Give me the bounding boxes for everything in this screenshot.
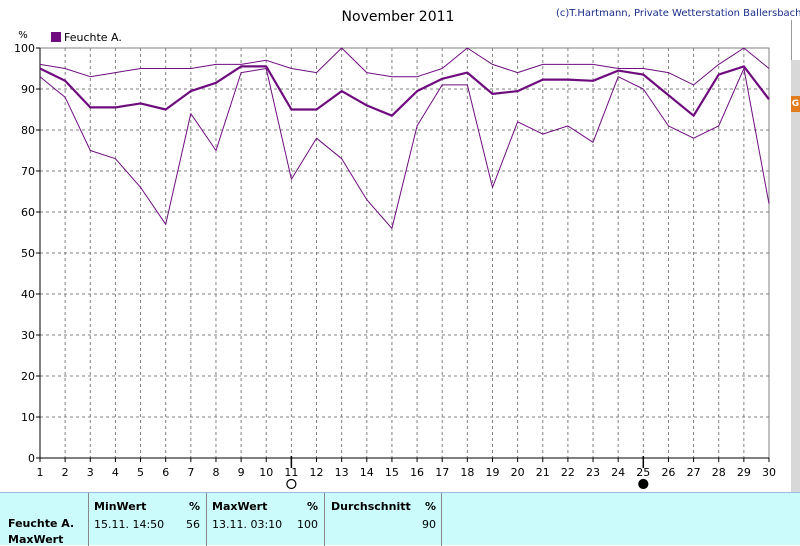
x-tick-label: 3 (87, 466, 94, 479)
y-tick-label: 0 (28, 452, 35, 465)
x-tick-label: 27 (687, 466, 701, 479)
x-tick-label: 1 (37, 466, 44, 479)
legend-swatch (51, 32, 61, 42)
y-tick-label: 90 (21, 83, 35, 96)
x-tick-label: 8 (212, 466, 219, 479)
x-tick-label: 24 (611, 466, 625, 479)
x-tick-label: 12 (310, 466, 324, 479)
x-tick-label: 18 (460, 466, 474, 479)
min-unit: % (189, 500, 201, 513)
y-tick-label: 40 (21, 288, 35, 301)
separator (88, 493, 89, 546)
humidity-chart: November 2011 (c)T.Hartmann, Private Wet… (14, 8, 800, 490)
max-value: 100 (297, 518, 318, 531)
max-header: MaxWert (212, 500, 268, 513)
full-moon-icon (286, 478, 297, 490)
x-tick-label: 2 (62, 466, 69, 479)
y-tick-label: 70 (21, 165, 35, 178)
series-line-max (39, 47, 770, 86)
x-tick-label: 13 (335, 466, 349, 479)
avg-value: 90 (422, 518, 436, 531)
avg-header: Durchschnitt (331, 500, 411, 513)
x-tick-label: 14 (360, 466, 374, 479)
y-tick-label: 60 (21, 206, 35, 219)
x-tick-label: 17 (435, 466, 449, 479)
moon-phases (286, 456, 649, 490)
grid-lines (40, 48, 769, 458)
x-tick-label: 5 (137, 466, 144, 479)
x-tick-label: 7 (187, 466, 194, 479)
y-tick-label: 80 (21, 124, 35, 137)
x-tick-label: 28 (712, 466, 726, 479)
separator (324, 493, 325, 546)
x-tick-label: 6 (162, 466, 169, 479)
x-tick-label: 30 (762, 466, 776, 479)
x-tick-label: 15 (385, 466, 399, 479)
y-tick-label: 10 (21, 411, 35, 424)
max-unit: % (307, 500, 319, 513)
scrollbar-track[interactable] (791, 20, 800, 495)
x-tick-label: 25 (636, 466, 650, 479)
min-value: 56 (186, 518, 200, 531)
chart-credit: (c)T.Hartmann, Private Wetterstation Bal… (556, 8, 800, 19)
stats-row-label-2: MaxWert (8, 533, 64, 546)
x-tick-label: 26 (661, 466, 675, 479)
x-tick-label: 23 (586, 466, 600, 479)
y-tick-label: 100 (14, 42, 35, 55)
stats-panel: Feuchte A. MaxWert MinWert % 15.11. 14:5… (0, 492, 800, 546)
axes (36, 47, 770, 462)
x-tick-label: 21 (536, 466, 550, 479)
min-datetime: 15.11. 14:50 (94, 518, 165, 531)
legend-label: Feuchte A. (64, 31, 122, 44)
max-datetime: 13.11. 03:10 (212, 518, 283, 531)
series-layer (39, 47, 770, 229)
x-tick-label: 4 (112, 466, 119, 479)
new-moon-icon (638, 478, 649, 490)
scrollbar-thumb[interactable] (791, 20, 800, 60)
x-tick-label: 9 (238, 466, 245, 479)
x-tick-label: 20 (511, 466, 525, 479)
x-tick-label: 11 (284, 466, 298, 479)
y-tick-label: 30 (21, 329, 35, 342)
x-tick-label: 22 (561, 466, 575, 479)
y-tick-label: 50 (21, 247, 35, 260)
x-tick-label: 19 (485, 466, 499, 479)
y-tick-label: 20 (21, 370, 35, 383)
x-tick-label: 16 (410, 466, 424, 479)
separator (441, 493, 442, 546)
x-tick-label: 29 (737, 466, 751, 479)
avg-unit: % (425, 500, 437, 513)
min-header: MinWert (94, 500, 147, 513)
series-line-min (39, 68, 770, 229)
side-badge: G (791, 96, 800, 112)
stats-row-label-1: Feuchte A. (8, 517, 75, 530)
separator (206, 493, 207, 546)
x-tick-label: 10 (259, 466, 273, 479)
series-line-avg (39, 65, 770, 117)
y-unit-label: % (18, 30, 28, 41)
chart-title: November 2011 (342, 9, 455, 25)
